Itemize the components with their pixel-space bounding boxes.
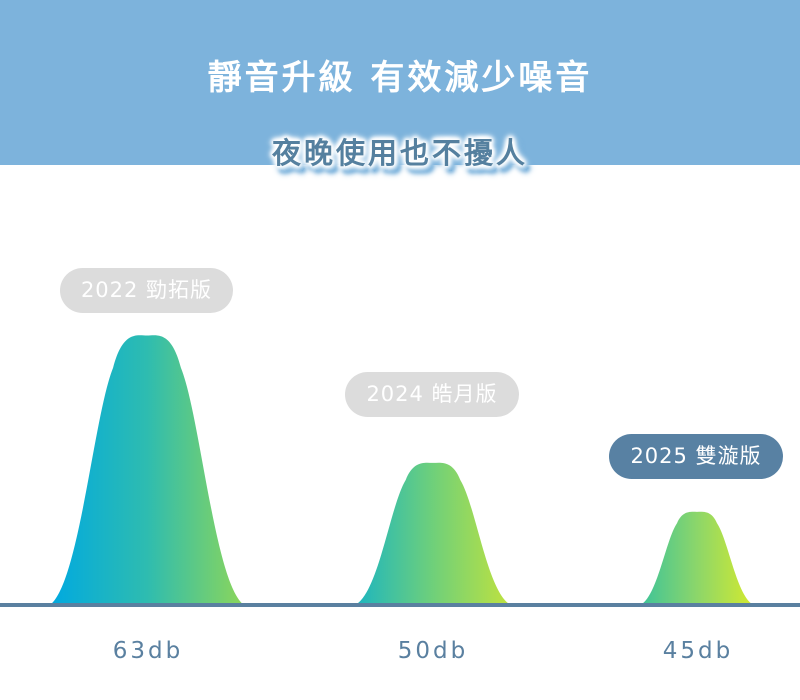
value-label-2025: 45db bbox=[662, 638, 734, 664]
value-label-2024: 50db bbox=[397, 638, 469, 664]
noise-bell-1 bbox=[355, 462, 511, 605]
header-band bbox=[0, 0, 800, 165]
page-subtitle: 夜晚使用也不擾人 bbox=[271, 136, 528, 170]
noise-bell-0 bbox=[50, 335, 244, 605]
noise-bell-2 bbox=[640, 511, 754, 605]
value-label-2022: 63db bbox=[112, 638, 184, 664]
version-label-2025: 2025 雙漩版 bbox=[609, 434, 783, 479]
version-label-2022: 2022 勁拓版 bbox=[60, 268, 233, 313]
version-label-2024: 2024 皓月版 bbox=[345, 372, 519, 417]
page-title: 靜音升級 有效減少噪音 bbox=[207, 58, 593, 98]
baseline bbox=[0, 603, 800, 607]
